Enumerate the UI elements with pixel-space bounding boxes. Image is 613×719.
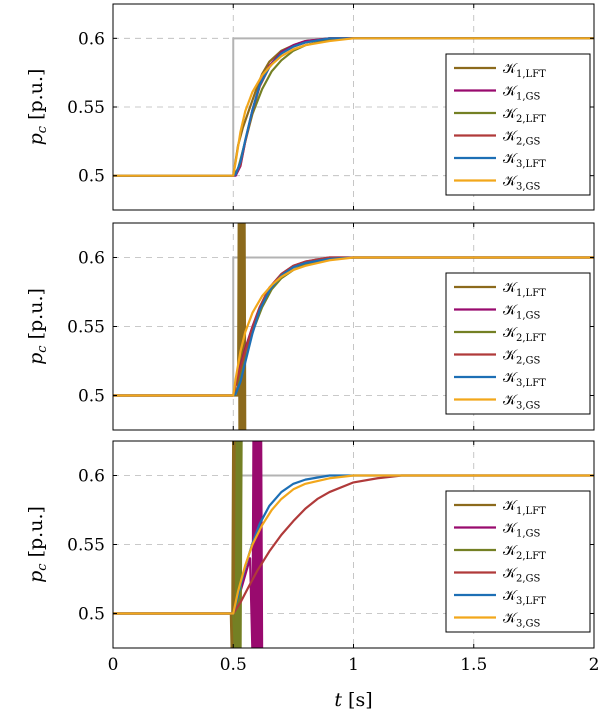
y-tick-label: 0.55	[67, 98, 105, 118]
y-tick-label: 0.5	[78, 605, 105, 625]
legend: 𝒦1,LFT 𝒦1,GS 𝒦2,LFT 𝒦2,GS 𝒦3,LFT 𝒦3,GS	[445, 272, 591, 415]
series-line-3	[113, 441, 243, 648]
y-tick-label: 0.5	[78, 387, 105, 407]
y-tick-label: 0.55	[67, 318, 105, 338]
chart-panel-2: 0.5 0.55 0.6 pc [p.u.] 𝒦1,LFT 𝒦1,GS 𝒦2,LFT 𝒦2,G…	[25, 222, 595, 431]
legend-label: 𝒦3,LFT	[503, 370, 546, 389]
y-tick-label: 0.5	[78, 167, 105, 187]
legend-box	[445, 490, 591, 633]
legend-label: 𝒦1,GS	[503, 84, 541, 103]
series-line-6	[113, 474, 594, 615]
y-tick-label: 0.6	[78, 29, 105, 49]
legend-label: 𝒦2,LFT	[503, 106, 546, 125]
legend-label: 𝒦1,GS	[503, 521, 541, 540]
legend-label: 𝒦3,LFT	[503, 588, 546, 607]
series-line-5	[113, 37, 594, 177]
series-line-1	[113, 441, 240, 648]
plot-area	[113, 37, 594, 177]
x-tick-label: 1	[348, 655, 359, 675]
x-tick-label: 0.5	[220, 655, 247, 675]
legend-label: 𝒦1,LFT	[503, 61, 546, 80]
series-line-4	[113, 474, 594, 615]
series-line-6	[113, 37, 594, 177]
x-tick-label: 0	[108, 655, 119, 675]
legend-label: 𝒦2,LFT	[503, 325, 546, 344]
y-tick-label: 0.55	[67, 536, 105, 556]
legend-label: 𝒦2,GS	[503, 566, 541, 585]
plot-area	[113, 223, 594, 430]
legend-label: 𝒦2,GS	[503, 129, 541, 148]
legend-label: 𝒦2,LFT	[503, 543, 546, 562]
legend: 𝒦1,LFT 𝒦1,GS 𝒦2,LFT 𝒦2,GS 𝒦3,LFT 𝒦3,GS	[445, 53, 591, 196]
series-line-1	[113, 223, 247, 430]
y-axis-label: pc [p.u.]	[25, 506, 50, 583]
y-tick-label: 0.6	[78, 249, 105, 269]
legend-label: 𝒦3,LFT	[503, 151, 546, 170]
x-tick-label: 2	[589, 655, 600, 675]
legend-label: 𝒦1,LFT	[503, 280, 546, 299]
series-line-6	[113, 256, 594, 397]
chart-panel-1: 0.5 0.55 0.6 pc [p.u.] 𝒦1,LFT 𝒦1,GS 𝒦2,LFT 𝒦2,G…	[25, 3, 595, 211]
legend-label: 𝒦3,GS	[503, 611, 541, 630]
plot-area	[113, 441, 594, 648]
legend: 𝒦1,LFT 𝒦1,GS 𝒦2,LFT 𝒦2,GS 𝒦3,LFT 𝒦3,GS	[445, 490, 591, 633]
y-axis-label: pc [p.u.]	[25, 69, 50, 146]
legend-box	[445, 53, 591, 196]
legend-box	[445, 272, 591, 415]
legend-label: 𝒦2,GS	[503, 348, 541, 367]
x-axis-label: t [s]	[334, 689, 372, 711]
legend-label: 𝒦3,GS	[503, 393, 541, 412]
chart-panel-3: 0.50.550.60 0.5 1 1.5 2pc [p.u.]𝒦1,LFT𝒦1,GS𝒦…	[25, 440, 600, 675]
legend-label: 𝒦3,GS	[503, 174, 541, 193]
y-tick-label: 0.6	[78, 467, 105, 487]
x-tick-label: 1.5	[460, 655, 487, 675]
legend-label: 𝒦1,GS	[503, 303, 541, 322]
y-axis-label: pc [p.u.]	[25, 288, 50, 365]
legend-label: 𝒦1,LFT	[503, 498, 546, 517]
